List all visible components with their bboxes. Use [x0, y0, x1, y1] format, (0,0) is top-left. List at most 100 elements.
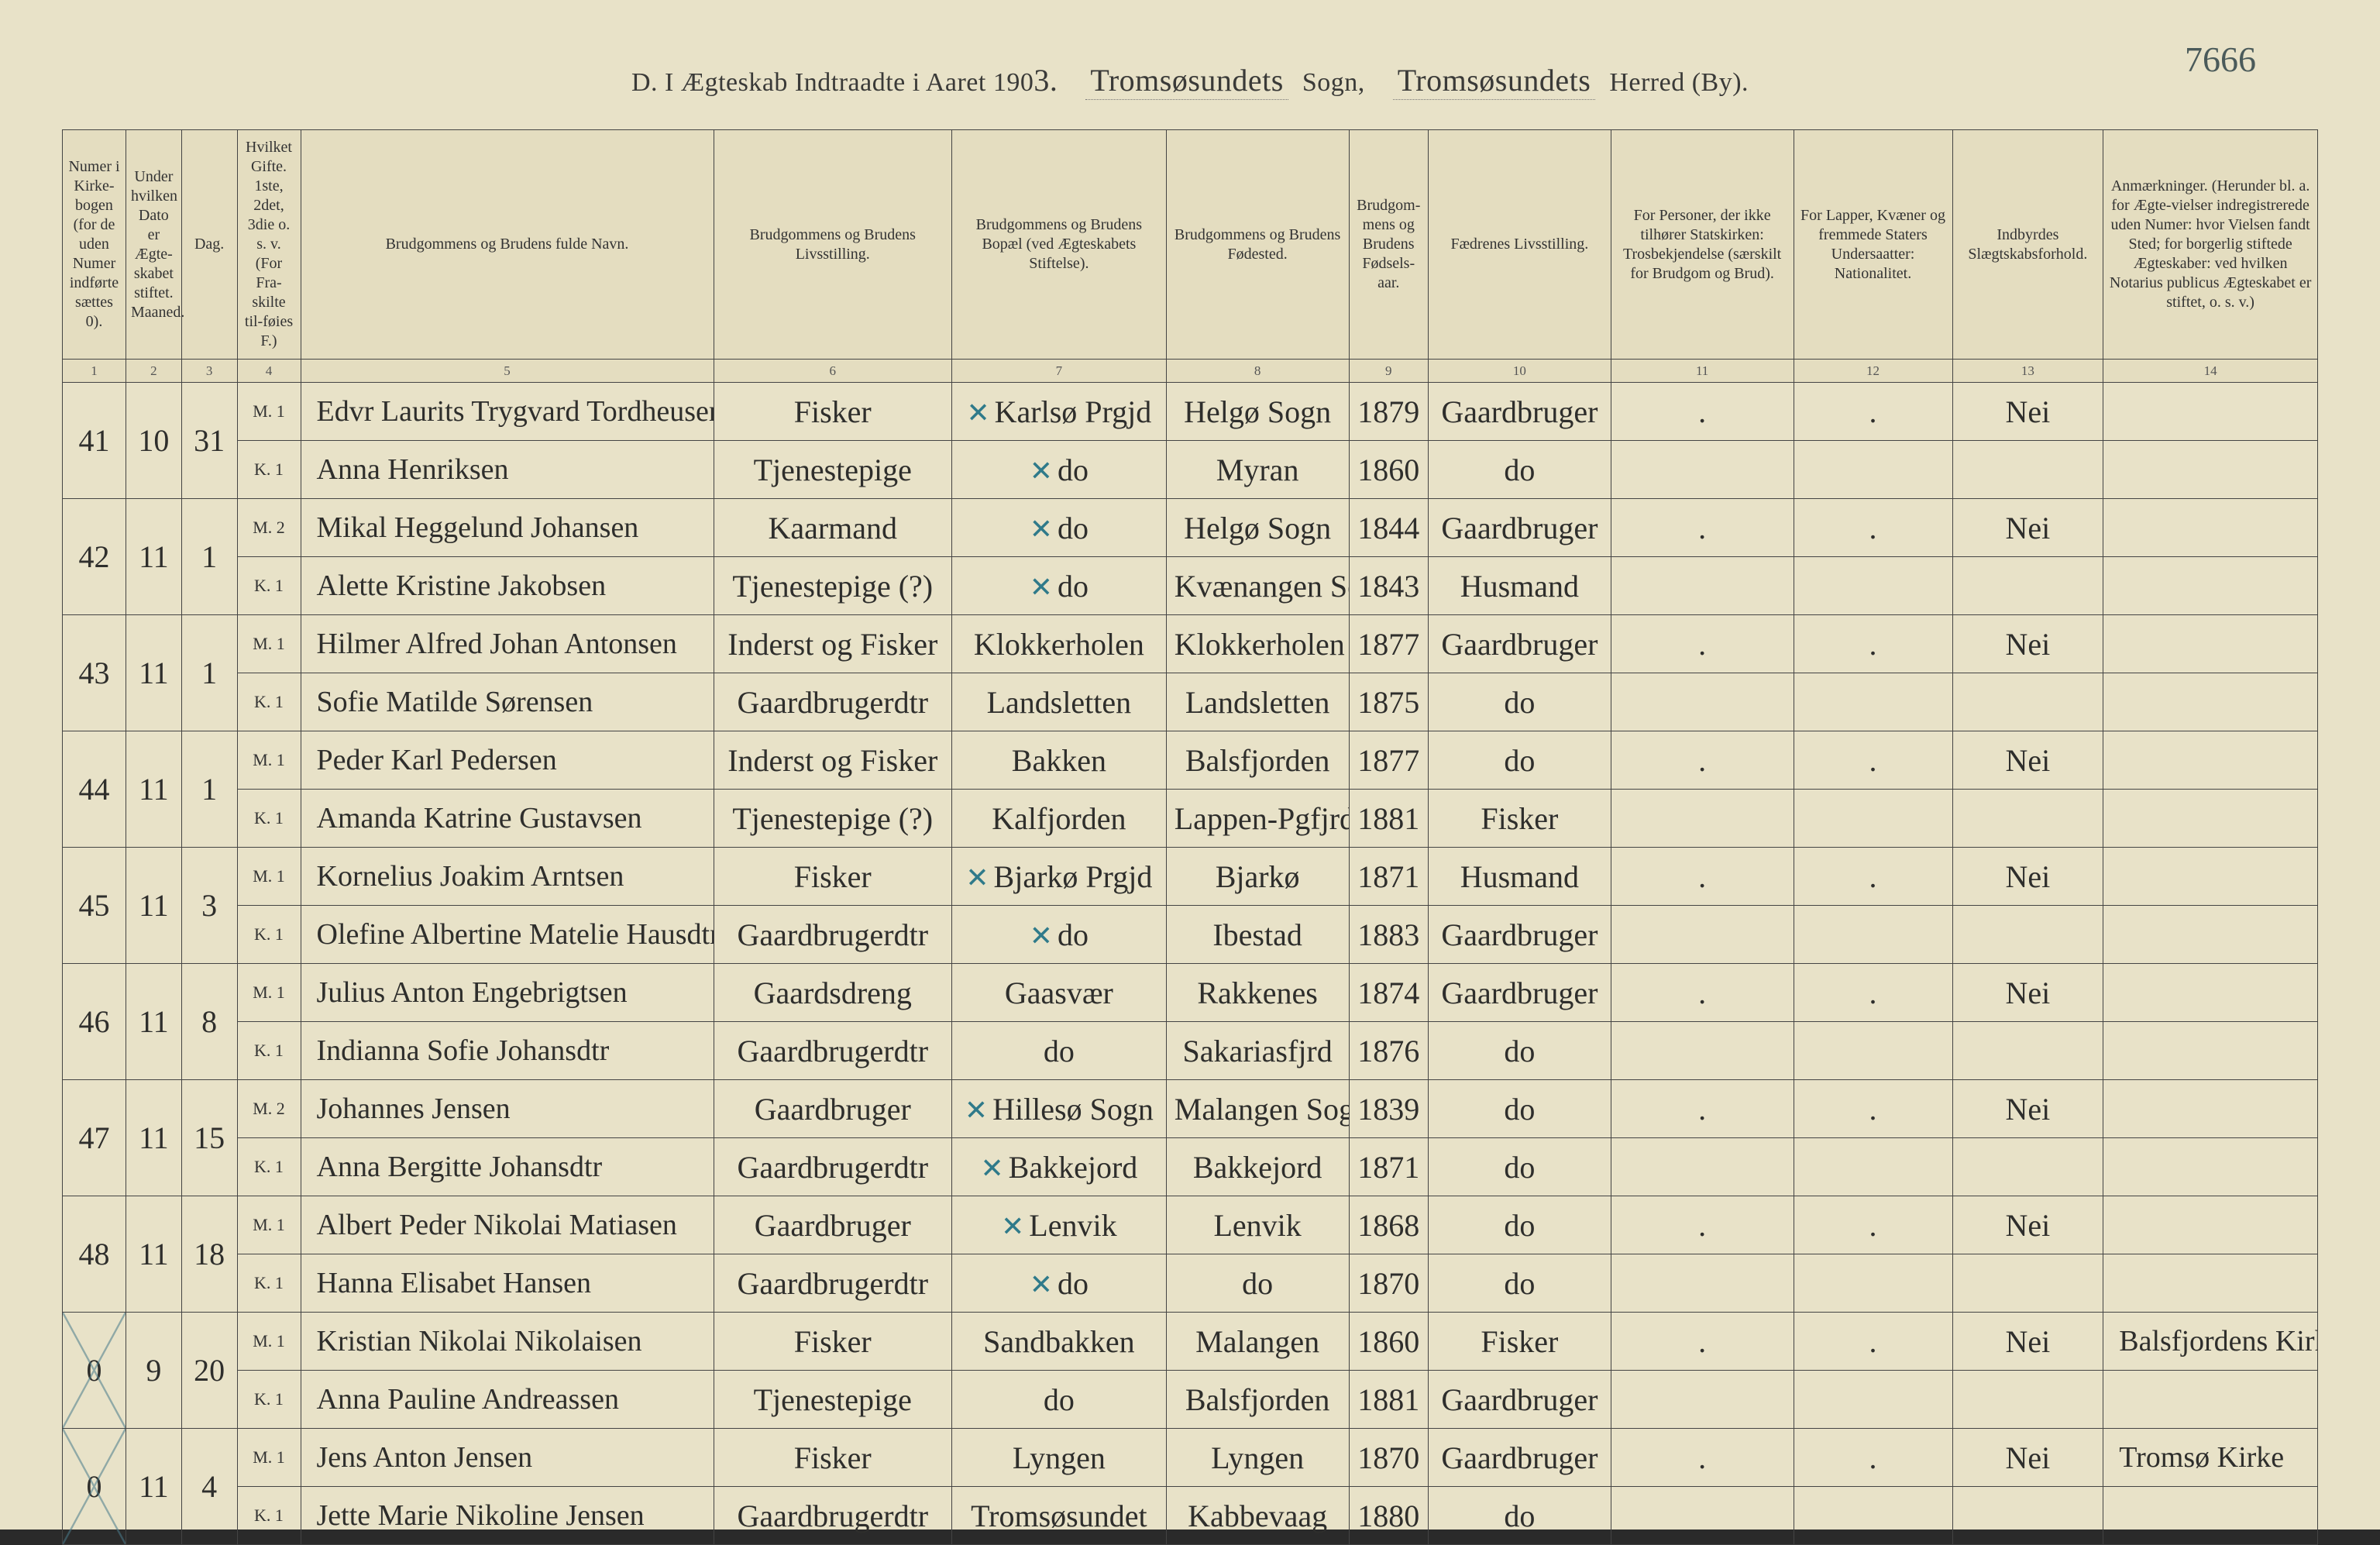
page-number: 7666: [2185, 39, 2256, 80]
cell-livsstilling: Fisker: [714, 1313, 952, 1371]
col-number: 2: [126, 360, 182, 383]
cell-day: 1: [181, 615, 237, 731]
cell-tros: .: [1611, 499, 1794, 557]
cell-name: Jens Anton Jensen: [301, 1429, 714, 1487]
cell-num: 44: [63, 731, 126, 848]
cell-anm: [2103, 1196, 2318, 1254]
cell-faedre: do: [1429, 1138, 1611, 1196]
entry-row-bride: K. 1Sofie Matilde SørensenGaardbrugerdtr…: [63, 673, 2318, 731]
entry-row-groom: 0114M. 1Jens Anton JensenFiskerLyngenLyn…: [63, 1429, 2318, 1487]
cell-day: 3: [181, 848, 237, 964]
cell-tros: [1611, 557, 1794, 615]
cell-nat: [1794, 790, 1952, 848]
cell-fodselsaar: 1874: [1349, 964, 1429, 1022]
cell-slaegt: Nei: [1952, 499, 2103, 557]
cell-faedre: Gaardbruger: [1429, 1429, 1611, 1487]
cell-slaegt: [1952, 906, 2103, 964]
cell-anm: [2103, 499, 2318, 557]
cell-faedre: Gaardbruger: [1429, 1371, 1611, 1429]
cell-livsstilling: Fisker: [714, 1429, 952, 1487]
cell-fodselsaar: 1880: [1349, 1487, 1429, 1545]
cell-gifte: K. 1: [237, 906, 301, 964]
cell-name: Alette Kristine Jakobsen: [301, 557, 714, 615]
col-header: Brudgom-mens og Brudens Fødsels-aar.: [1349, 130, 1429, 360]
cell-slaegt: Nei: [1952, 615, 2103, 673]
cell-livsstilling: Kaarmand: [714, 499, 952, 557]
col-header: Fædrenes Livsstilling.: [1429, 130, 1611, 360]
cell-num: 42: [63, 499, 126, 615]
cell-gifte: K. 1: [237, 1254, 301, 1313]
cell-slaegt: [1952, 790, 2103, 848]
cell-tros: .: [1611, 1080, 1794, 1138]
cell-gifte: M. 1: [237, 383, 301, 441]
cell-gifte: M. 2: [237, 1080, 301, 1138]
entry-row-bride: K. 1Amanda Katrine GustavsenTjenestepige…: [63, 790, 2318, 848]
col-header: Indbyrdes Slægtskabsforhold.: [1952, 130, 2103, 360]
cell-gifte: M. 1: [237, 1313, 301, 1371]
cell-gifte: K. 1: [237, 1022, 301, 1080]
cell-anm: [2103, 790, 2318, 848]
cell-gifte: K. 1: [237, 790, 301, 848]
cell-num: 41: [63, 383, 126, 499]
cell-month: 11: [126, 1196, 182, 1313]
cell-livsstilling: Gaardbrugerdtr: [714, 1022, 952, 1080]
cell-faedre: Fisker: [1429, 790, 1611, 848]
cell-tros: [1611, 1138, 1794, 1196]
cell-anm: [2103, 1022, 2318, 1080]
cell-livsstilling: Fisker: [714, 383, 952, 441]
cell-num: 0: [63, 1313, 126, 1429]
cell-bopel: ✕Bakkejord: [952, 1138, 1167, 1196]
cell-tros: .: [1611, 848, 1794, 906]
cell-fodselsaar: 1879: [1349, 383, 1429, 441]
cell-anm: [2103, 441, 2318, 499]
cell-fodselsaar: 1881: [1349, 1371, 1429, 1429]
cell-nat: [1794, 1138, 1952, 1196]
cell-name: Anna Henriksen: [301, 441, 714, 499]
cell-anm: [2103, 1254, 2318, 1313]
cell-day: 1: [181, 499, 237, 615]
col-header: Brudgommens og Brudens Fødested.: [1166, 130, 1349, 360]
cell-anm: [2103, 906, 2318, 964]
col-number: 3: [181, 360, 237, 383]
cell-faedre: Gaardbruger: [1429, 615, 1611, 673]
cell-anm: [2103, 964, 2318, 1022]
cell-name: Indianna Sofie Johansdtr: [301, 1022, 714, 1080]
cell-nat: .: [1794, 1313, 1952, 1371]
cell-anm: [2103, 1371, 2318, 1429]
entry-row-groom: 44111M. 1Peder Karl PedersenInderst og F…: [63, 731, 2318, 790]
cell-slaegt: [1952, 1487, 2103, 1545]
cell-fodested: Sakariasfjrd: [1166, 1022, 1349, 1080]
entry-row-bride: K. 1Anna Bergitte JohansdtrGaardbrugerdt…: [63, 1138, 2318, 1196]
cell-gifte: K. 1: [237, 1371, 301, 1429]
cell-slaegt: [1952, 1022, 2103, 1080]
col-number: 5: [301, 360, 714, 383]
cell-day: 20: [181, 1313, 237, 1429]
col-number: 10: [1429, 360, 1611, 383]
cell-nat: .: [1794, 848, 1952, 906]
col-header: For Lapper, Kvæner og fremmede Staters U…: [1794, 130, 1952, 360]
cell-tros: .: [1611, 1196, 1794, 1254]
cell-nat: .: [1794, 615, 1952, 673]
cell-fodselsaar: 1883: [1349, 906, 1429, 964]
cell-livsstilling: Gaardbruger: [714, 1196, 952, 1254]
cell-faedre: Husmand: [1429, 557, 1611, 615]
cell-faedre: do: [1429, 1254, 1611, 1313]
cell-bopel: ✕Lenvik: [952, 1196, 1167, 1254]
cell-livsstilling: Inderst og Fisker: [714, 731, 952, 790]
sogn-value: Tromsøsundets: [1085, 63, 1288, 100]
cell-month: 11: [126, 964, 182, 1080]
cell-livsstilling: Gaardsdreng: [714, 964, 952, 1022]
cell-month: 11: [126, 615, 182, 731]
entry-row-bride: K. 1Indianna Sofie JohansdtrGaardbrugerd…: [63, 1022, 2318, 1080]
cell-anm: [2103, 848, 2318, 906]
cell-nat: [1794, 1487, 1952, 1545]
cell-slaegt: [1952, 1371, 2103, 1429]
cell-livsstilling: Gaardbrugerdtr: [714, 906, 952, 964]
col-number: 7: [952, 360, 1167, 383]
cell-anm: [2103, 615, 2318, 673]
cell-livsstilling: Tjenestepige (?): [714, 557, 952, 615]
cell-fodested: Malangen Sogn: [1166, 1080, 1349, 1138]
cell-tros: .: [1611, 615, 1794, 673]
cell-faedre: Gaardbruger: [1429, 964, 1611, 1022]
cell-fodested: Rakkenes: [1166, 964, 1349, 1022]
